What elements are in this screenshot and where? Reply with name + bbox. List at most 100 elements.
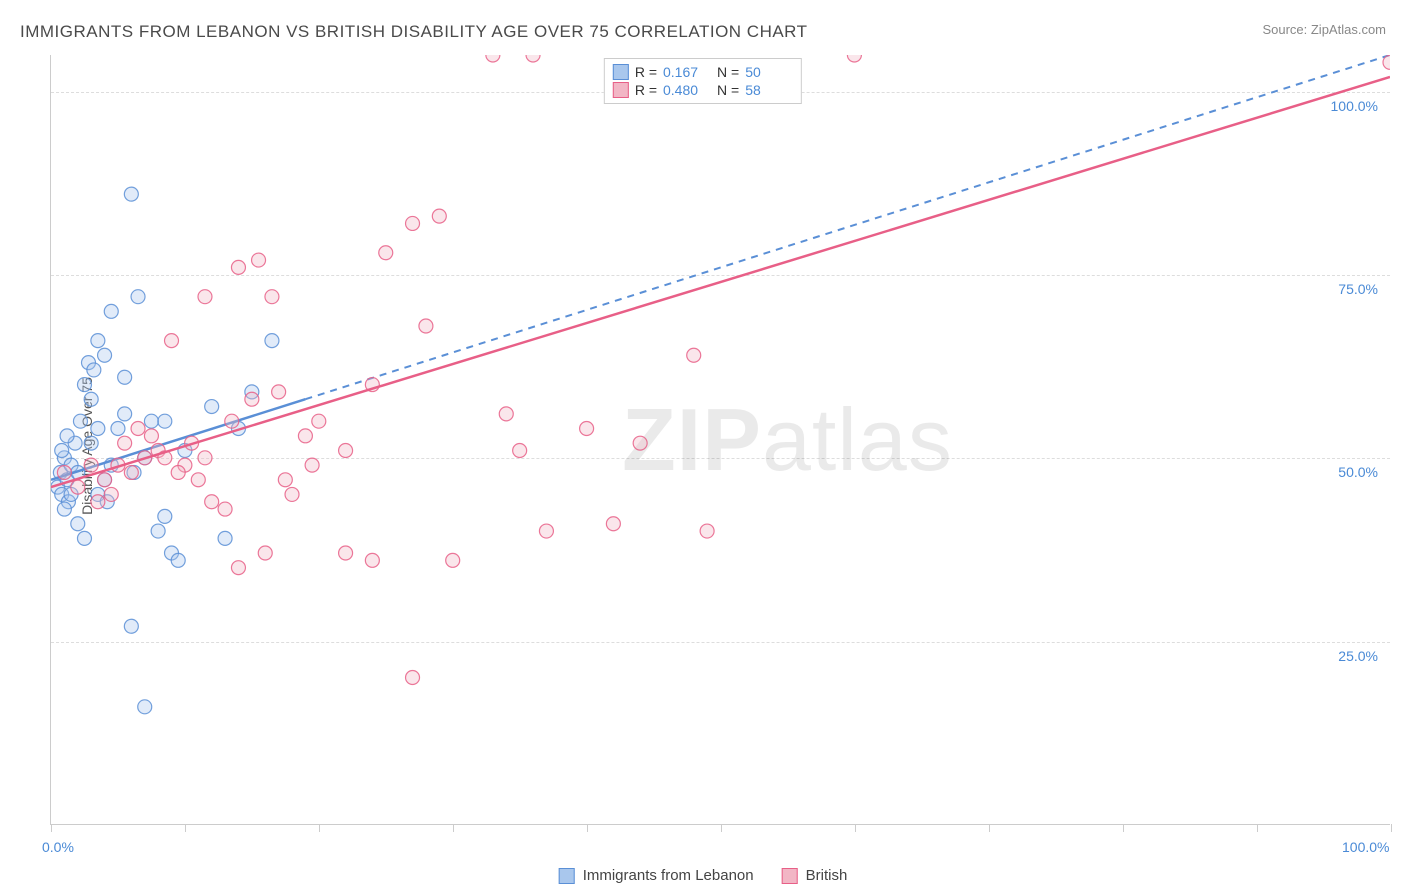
x-tick-label-right: 100.0% bbox=[1342, 839, 1389, 855]
trend-line-extrapolated bbox=[305, 55, 1390, 399]
scatter-point bbox=[91, 334, 105, 348]
plot-svg bbox=[51, 55, 1390, 824]
scatter-point bbox=[71, 480, 85, 494]
scatter-point bbox=[298, 429, 312, 443]
scatter-point bbox=[198, 451, 212, 465]
scatter-point bbox=[124, 619, 138, 633]
scatter-point bbox=[513, 443, 527, 457]
x-tick bbox=[989, 824, 990, 832]
scatter-point bbox=[218, 502, 232, 516]
scatter-point bbox=[77, 378, 91, 392]
legend-label: Immigrants from Lebanon bbox=[583, 867, 754, 884]
scatter-point bbox=[633, 436, 647, 450]
scatter-point bbox=[312, 414, 326, 428]
scatter-point bbox=[118, 436, 132, 450]
x-tick bbox=[51, 824, 52, 832]
scatter-point bbox=[278, 473, 292, 487]
scatter-point bbox=[84, 392, 98, 406]
scatter-point bbox=[231, 561, 245, 575]
scatter-point bbox=[486, 55, 500, 62]
x-tick bbox=[1123, 824, 1124, 832]
scatter-point bbox=[305, 458, 319, 472]
scatter-point bbox=[73, 414, 87, 428]
scatter-point bbox=[205, 495, 219, 509]
scatter-point bbox=[285, 487, 299, 501]
scatter-point bbox=[446, 553, 460, 567]
scatter-point bbox=[432, 209, 446, 223]
scatter-point bbox=[124, 465, 138, 479]
source-attribution: Source: ZipAtlas.com bbox=[1262, 22, 1386, 37]
scatter-point bbox=[71, 517, 85, 531]
r-label: R = bbox=[635, 82, 657, 98]
scatter-point bbox=[406, 216, 420, 230]
x-tick bbox=[721, 824, 722, 832]
scatter-point bbox=[91, 495, 105, 509]
scatter-point bbox=[606, 517, 620, 531]
scatter-point bbox=[265, 334, 279, 348]
scatter-point bbox=[218, 531, 232, 545]
scatter-point bbox=[111, 422, 125, 436]
scatter-point bbox=[104, 304, 118, 318]
scatter-point bbox=[138, 700, 152, 714]
scatter-point bbox=[57, 465, 71, 479]
scatter-point bbox=[339, 546, 353, 560]
x-tick bbox=[319, 824, 320, 832]
scatter-point bbox=[131, 422, 145, 436]
plot-area: ZIPatlas 25.0%50.0%75.0%100.0% bbox=[50, 55, 1390, 825]
scatter-point bbox=[98, 348, 112, 362]
scatter-point bbox=[124, 187, 138, 201]
scatter-point bbox=[265, 290, 279, 304]
scatter-point bbox=[205, 400, 219, 414]
scatter-point bbox=[57, 502, 71, 516]
scatter-point bbox=[118, 407, 132, 421]
scatter-point bbox=[700, 524, 714, 538]
scatter-point bbox=[55, 443, 69, 457]
scatter-point bbox=[539, 524, 553, 538]
legend-swatch bbox=[613, 64, 629, 80]
legend-swatch bbox=[559, 868, 575, 884]
x-tick bbox=[855, 824, 856, 832]
scatter-point bbox=[131, 290, 145, 304]
r-value: 0.480 bbox=[663, 82, 711, 98]
scatter-point bbox=[847, 55, 861, 62]
scatter-point bbox=[158, 509, 172, 523]
scatter-point bbox=[165, 334, 179, 348]
x-tick-label-left: 0.0% bbox=[42, 839, 74, 855]
scatter-point bbox=[687, 348, 701, 362]
x-tick bbox=[185, 824, 186, 832]
scatter-point bbox=[158, 414, 172, 428]
series-legend: Immigrants from Lebanon British bbox=[559, 867, 848, 884]
x-tick bbox=[453, 824, 454, 832]
legend-swatch bbox=[613, 82, 629, 98]
stats-legend: R =0.167N =50R =0.480N =58 bbox=[604, 58, 802, 104]
n-label: N = bbox=[717, 82, 739, 98]
scatter-point bbox=[272, 385, 286, 399]
scatter-point bbox=[171, 465, 185, 479]
n-value: 58 bbox=[745, 82, 793, 98]
scatter-point bbox=[84, 458, 98, 472]
scatter-point bbox=[198, 290, 212, 304]
n-label: N = bbox=[717, 64, 739, 80]
scatter-point bbox=[526, 55, 540, 62]
scatter-point bbox=[191, 473, 205, 487]
scatter-point bbox=[365, 553, 379, 567]
stats-legend-row: R =0.167N =50 bbox=[613, 63, 793, 81]
trend-line bbox=[51, 77, 1390, 487]
chart-title: IMMIGRANTS FROM LEBANON VS BRITISH DISAB… bbox=[20, 22, 808, 42]
scatter-point bbox=[144, 429, 158, 443]
r-label: R = bbox=[635, 64, 657, 80]
legend-label: British bbox=[806, 867, 848, 884]
x-tick bbox=[587, 824, 588, 832]
scatter-point bbox=[580, 422, 594, 436]
scatter-point bbox=[499, 407, 513, 421]
scatter-point bbox=[91, 422, 105, 436]
scatter-point bbox=[258, 546, 272, 560]
r-value: 0.167 bbox=[663, 64, 711, 80]
chart-container: IMMIGRANTS FROM LEBANON VS BRITISH DISAB… bbox=[0, 0, 1406, 892]
scatter-point bbox=[171, 553, 185, 567]
scatter-point bbox=[151, 524, 165, 538]
scatter-point bbox=[118, 370, 132, 384]
scatter-point bbox=[104, 487, 118, 501]
legend-item: Immigrants from Lebanon bbox=[559, 867, 754, 884]
scatter-point bbox=[406, 671, 420, 685]
